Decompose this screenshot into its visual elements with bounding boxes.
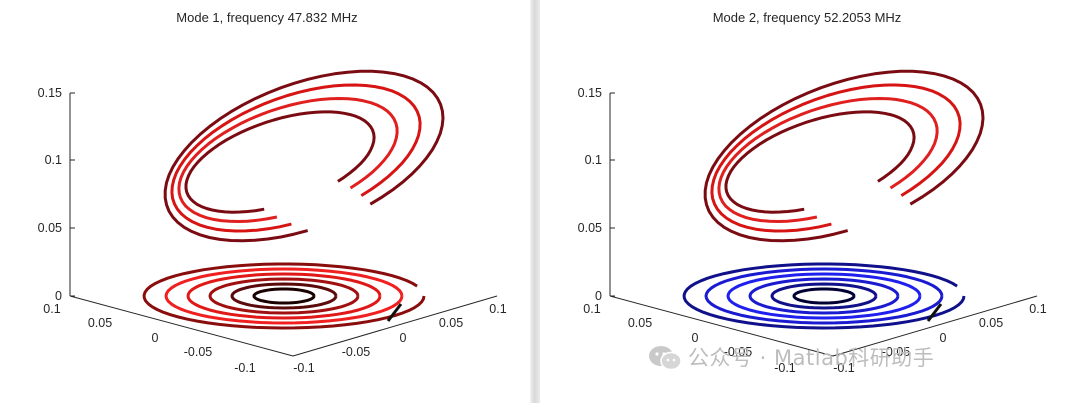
x-tick-label: 0.05 [628, 316, 652, 330]
x-tick-label: 0 [152, 331, 159, 345]
y-tick-label: -0.05 [342, 345, 371, 359]
ellipse-loop [170, 83, 422, 233]
y-tick-label: 0.1 [489, 302, 506, 316]
x-axis-line [609, 295, 834, 357]
x-tick-label: -0.05 [184, 345, 213, 359]
x-tick-label: 0.05 [88, 316, 112, 330]
spiral-loop [770, 282, 878, 310]
watermark-text: 公众号 · Matlab科研助手 [688, 346, 935, 370]
y-tick-label: 0.1 [1029, 302, 1046, 316]
spiral-loop [748, 277, 900, 315]
wechat-icon [648, 345, 682, 371]
x-tick-label: -0.1 [234, 361, 256, 375]
z-tick-label: 0 [55, 289, 62, 303]
y-tick-label: 0 [940, 331, 947, 345]
spiral-tail [926, 303, 943, 322]
chart-mode-2: Mode 2, frequency 52.2053 MHz 0.15 0.1 0.05… [578, 10, 1047, 375]
chart-panel-mode-1: Mode 1, frequency 47.832 MHz 0.15 0.1 0.05 0… [0, 0, 530, 403]
z-tick-label: 0.05 [578, 221, 602, 235]
ellipse-loop [717, 97, 939, 223]
chart-title: Mode 1, frequency 47.832 MHz [176, 10, 357, 25]
y-tick-label: 0 [400, 331, 407, 345]
z-tick-label: 0.15 [38, 86, 62, 100]
x-tick-label: -0.1 [774, 361, 796, 375]
spiral-loop [704, 267, 944, 325]
y-axis-line [832, 295, 1038, 357]
x-tick-label: 0.1 [583, 302, 600, 316]
spiral-loop [682, 262, 966, 330]
panel-divider [530, 0, 540, 403]
x-axis-line [69, 295, 294, 357]
spiral-loop [208, 277, 360, 315]
chart-mode-1: Mode 1, frequency 47.832 MHz 0.15 0.1 0.05 0… [38, 10, 507, 375]
z-tick-label: 0 [595, 289, 602, 303]
x-tick-label: 0 [692, 331, 699, 345]
chart-title: Mode 2, frequency 52.2053 MHz [713, 10, 902, 25]
spiral-loop [252, 287, 316, 305]
ellipse-loop [163, 69, 445, 243]
watermark: 公众号 · Matlab科研助手 [648, 342, 934, 372]
ellipse-loop [724, 110, 916, 214]
z-tick-label: 0.1 [585, 153, 602, 167]
z-tick-label: 0.05 [38, 221, 62, 235]
y-tick-label: -0.1 [293, 361, 315, 375]
chart-panel-mode-2: Mode 2, frequency 52.2053 MHz 0.15 0.1 0.05… [540, 0, 1080, 403]
spiral-loop [186, 272, 382, 320]
x-tick-label: -0.05 [724, 345, 753, 359]
y-tick-label: -0.1 [833, 361, 855, 375]
ellipse-loop [177, 97, 399, 223]
ellipse-loop [710, 83, 962, 233]
spiral-loop [142, 262, 426, 330]
spiral-loop [230, 282, 338, 310]
spiral-loop [164, 267, 404, 325]
spiral-loop [726, 272, 922, 320]
x-tick-label: 0.1 [43, 302, 60, 316]
spiral-tail [386, 303, 403, 322]
z-tick-label: 0.1 [45, 153, 62, 167]
z-tick-label: 0.15 [578, 86, 602, 100]
y-tick-label: 0.05 [439, 316, 463, 330]
ellipse-loop [703, 69, 985, 243]
spiral-loop [792, 287, 856, 305]
ellipse-loop [184, 110, 376, 214]
y-tick-label: -0.05 [882, 345, 911, 359]
y-axis-line [292, 295, 498, 357]
y-tick-label: 0.05 [979, 316, 1003, 330]
